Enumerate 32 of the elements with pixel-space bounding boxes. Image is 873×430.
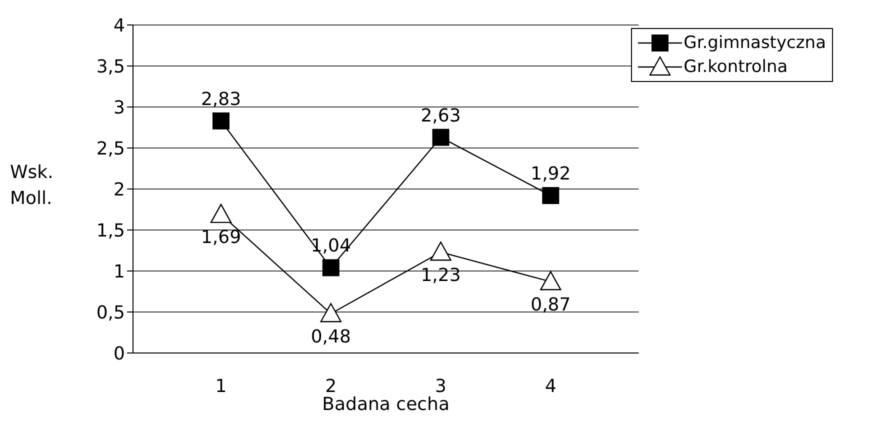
data-label: 2,83 xyxy=(200,88,242,110)
y-tick-label: 0 xyxy=(114,343,125,364)
y-tick-label: 2 xyxy=(114,179,125,200)
point xyxy=(542,187,560,204)
point xyxy=(212,112,230,130)
y-axis-title: Wsk. Moll. xyxy=(10,161,54,211)
point xyxy=(430,242,452,261)
y-tick-label: 3 xyxy=(114,97,125,118)
y-tick-label: 1 xyxy=(114,261,125,282)
point xyxy=(540,271,562,290)
y-tick-label: 3,5 xyxy=(96,56,125,78)
data-label: 1,23 xyxy=(420,264,461,286)
point xyxy=(322,259,340,276)
y-tick-label: 0,5 xyxy=(96,302,125,324)
data-label: 0,87 xyxy=(530,294,571,316)
x-tick-label: 3 xyxy=(435,376,447,397)
data-label: 1,69 xyxy=(200,227,242,248)
point xyxy=(320,303,342,322)
data-label: 0,48 xyxy=(310,326,351,348)
data-label: 2,63 xyxy=(420,105,461,126)
data-label: 1,92 xyxy=(530,164,571,185)
y-tick-label: 4 xyxy=(114,15,125,36)
point xyxy=(210,204,232,224)
x-tick-label: 4 xyxy=(544,376,556,397)
x-tick-label: 1 xyxy=(215,376,227,397)
legend-label: Gr.gimnastyczna xyxy=(684,33,826,53)
x-axis-title: Badana cecha xyxy=(322,394,450,415)
y-tick-label: 2,5 xyxy=(96,138,125,160)
legend-label: Gr.kontrolna xyxy=(684,57,788,77)
point xyxy=(432,128,450,146)
x-tick-label: 2 xyxy=(325,376,337,397)
y-tick-label: 1,5 xyxy=(96,220,125,242)
